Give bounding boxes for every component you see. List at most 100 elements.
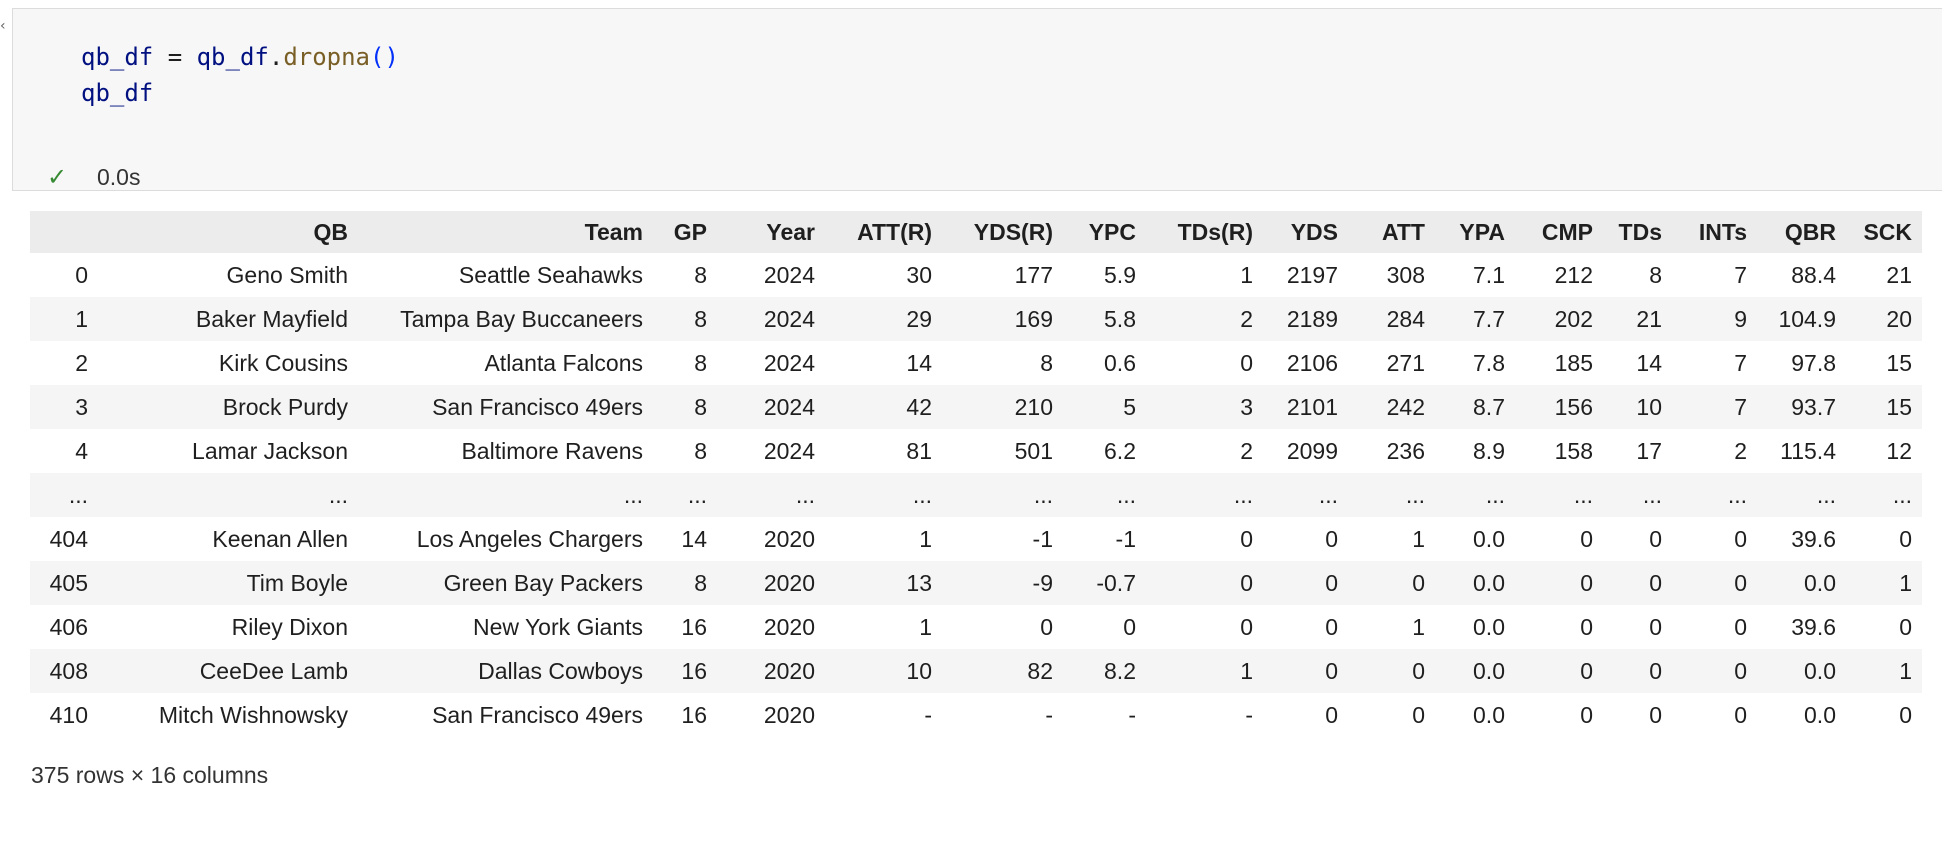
table-header-row: QB Team GP Year ATT(R) YDS(R) YPC TDs(R) YDS ATT Y… bbox=[30, 211, 1922, 253]
table-cell: 2 bbox=[1240, 437, 1253, 464]
table-cell: 16 bbox=[681, 657, 707, 684]
column-header: CMP bbox=[1515, 211, 1603, 253]
row-index: 2 bbox=[75, 349, 88, 376]
column-header: YDS bbox=[1263, 211, 1348, 253]
table-cell: ... bbox=[1573, 481, 1593, 508]
table-cell: 9 bbox=[1734, 305, 1747, 332]
column-header: Team bbox=[358, 211, 653, 253]
table-cell: 10 bbox=[1636, 393, 1662, 420]
table-cell: 284 bbox=[1386, 305, 1425, 332]
table-cell: Riley Dixon bbox=[231, 613, 348, 640]
table-cell: 0 bbox=[1240, 613, 1253, 640]
column-header: TDs(R) bbox=[1146, 211, 1263, 253]
table-cell: San Francisco 49ers bbox=[432, 393, 643, 420]
table-cell: 8.7 bbox=[1473, 393, 1505, 420]
table-cell: 0 bbox=[1649, 701, 1662, 728]
table-cell: 0.0 bbox=[1473, 569, 1505, 596]
table-cell: 271 bbox=[1386, 349, 1425, 376]
execution-time: 0.0s bbox=[97, 163, 141, 190]
code-line-1: qb_df = qb_df.dropna() bbox=[81, 39, 399, 75]
table-cell: 0 bbox=[1899, 525, 1912, 552]
table-row: 2 Kirk Cousins Atlanta Falcons 8 2024 14 8 0.6 0… bbox=[30, 341, 1922, 385]
table-cell: Green Bay Packers bbox=[443, 569, 643, 596]
table-cell: 2020 bbox=[763, 569, 815, 596]
table-cell: 2 bbox=[1240, 305, 1253, 332]
table-cell: 14 bbox=[1636, 349, 1662, 376]
table-cell: ... bbox=[1642, 481, 1662, 508]
execution-status: ✓ 0.0s bbox=[47, 163, 140, 191]
table-cell: Atlanta Falcons bbox=[484, 349, 643, 376]
table-cell: Baker Mayfield bbox=[195, 305, 348, 332]
table-cell: 8 bbox=[1649, 261, 1662, 288]
table-cell: Dallas Cowboys bbox=[478, 657, 643, 684]
table-cell: 210 bbox=[1014, 393, 1053, 420]
table-row: 410 Mitch Wishnowsky San Francisco 49ers 16… bbox=[30, 693, 1922, 737]
column-header: ATT bbox=[1348, 211, 1435, 253]
table-cell: Kirk Cousins bbox=[218, 349, 348, 376]
table-cell: 7.8 bbox=[1473, 349, 1505, 376]
table-cell: 8 bbox=[694, 393, 707, 420]
table-cell: 7.1 bbox=[1473, 261, 1505, 288]
column-header: ATT(R) bbox=[825, 211, 942, 253]
table-cell: 8 bbox=[694, 569, 707, 596]
table-cell: ... bbox=[1892, 481, 1912, 508]
table-cell: 0.0 bbox=[1473, 613, 1505, 640]
table-cell: 15 bbox=[1886, 393, 1912, 420]
table-cell: ... bbox=[1033, 481, 1053, 508]
row-index: 404 bbox=[49, 525, 88, 552]
table-cell: 0 bbox=[1580, 613, 1593, 640]
code-editor[interactable]: qb_df = qb_df.dropna() qb_df bbox=[81, 39, 399, 111]
table-cell: 0 bbox=[1580, 657, 1593, 684]
column-header: QB bbox=[98, 211, 358, 253]
table-cell: 0.0 bbox=[1804, 701, 1836, 728]
table-cell: 0.0 bbox=[1473, 701, 1505, 728]
table-cell: 0 bbox=[1734, 701, 1747, 728]
table-cell: 1 bbox=[1412, 525, 1425, 552]
table-cell: 1 bbox=[1899, 569, 1912, 596]
table-cell: 21 bbox=[1886, 261, 1912, 288]
column-header: YPA bbox=[1435, 211, 1515, 253]
table-cell: 0 bbox=[1325, 569, 1338, 596]
table-cell: 14 bbox=[681, 525, 707, 552]
code-token-dot: . bbox=[268, 43, 284, 71]
table-cell: ... bbox=[1485, 481, 1505, 508]
table-cell: 0 bbox=[1412, 657, 1425, 684]
table-cell: 185 bbox=[1554, 349, 1593, 376]
table-cell: 0 bbox=[1325, 525, 1338, 552]
table-cell: - bbox=[1045, 701, 1053, 728]
table-cell: -1 bbox=[1032, 525, 1053, 552]
table-cell: Brock Purdy bbox=[222, 393, 348, 420]
table-cell: 8 bbox=[694, 349, 707, 376]
table-cell: 81 bbox=[906, 437, 932, 464]
table-cell: 212 bbox=[1554, 261, 1593, 288]
table-cell: 2099 bbox=[1286, 437, 1338, 464]
code-cell[interactable]: qb_df = qb_df.dropna() qb_df ✓ 0.0s bbox=[12, 8, 1942, 191]
table-cell: 2101 bbox=[1286, 393, 1338, 420]
row-index: 405 bbox=[49, 569, 88, 596]
table-cell: - bbox=[1245, 701, 1253, 728]
table-cell: 0 bbox=[1325, 613, 1338, 640]
table-cell: Geno Smith bbox=[226, 261, 348, 288]
table-cell: 0 bbox=[1240, 569, 1253, 596]
table-cell: 0.6 bbox=[1104, 349, 1136, 376]
table-cell: - bbox=[1128, 701, 1136, 728]
table-cell: 0.0 bbox=[1804, 657, 1836, 684]
table-cell: 0 bbox=[1412, 701, 1425, 728]
table-cell: 0 bbox=[1649, 613, 1662, 640]
table-cell: 8.9 bbox=[1473, 437, 1505, 464]
table-cell: Tim Boyle bbox=[246, 569, 348, 596]
table-cell: 39.6 bbox=[1791, 613, 1836, 640]
table-cell: 0 bbox=[1734, 525, 1747, 552]
table-cell: 97.8 bbox=[1791, 349, 1836, 376]
table-cell: 88.4 bbox=[1791, 261, 1836, 288]
table-cell: 0 bbox=[1123, 613, 1136, 640]
table-cell: Los Angeles Chargers bbox=[416, 525, 643, 552]
column-header: YPC bbox=[1063, 211, 1146, 253]
table-cell: 2020 bbox=[763, 613, 815, 640]
table-cell: 0 bbox=[1040, 613, 1053, 640]
table-cell: 82 bbox=[1027, 657, 1053, 684]
table-cell: Mitch Wishnowsky bbox=[158, 701, 348, 728]
check-icon: ✓ bbox=[47, 163, 68, 191]
row-index: 408 bbox=[49, 657, 88, 684]
table-cell: 0 bbox=[1325, 657, 1338, 684]
